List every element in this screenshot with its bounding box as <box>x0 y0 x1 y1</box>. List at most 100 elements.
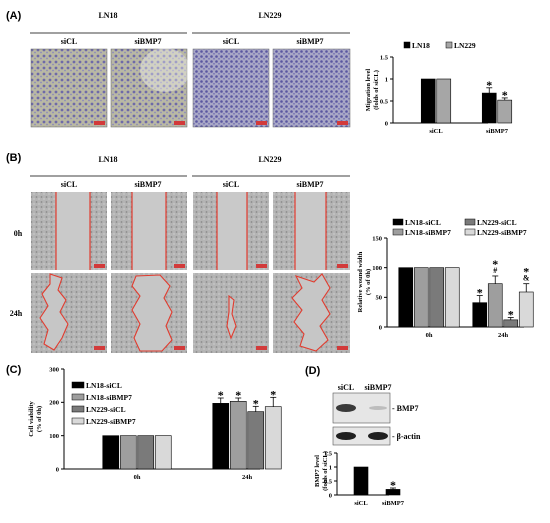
significance-marker: & <box>523 274 530 283</box>
y-tick-label: 0 <box>379 324 382 331</box>
legend-swatch <box>71 405 85 413</box>
x-tick-label: siCL <box>354 500 368 507</box>
significance-marker: * <box>270 387 276 401</box>
bar <box>212 403 230 470</box>
legend-label: LN229-siBMP7 <box>86 417 136 426</box>
chart-migration-level: 0 0.5 1 1.5 Migration level(folds of siCL) si… <box>365 41 513 135</box>
y-axis-label-line2: (folds of siCL) <box>322 451 329 491</box>
legend-label: LN18-siBMP7 <box>86 393 132 402</box>
significance-marker: * <box>523 265 529 279</box>
panel-letter-c: (C) <box>6 364 22 376</box>
x-tick-label: siBMP7 <box>382 500 405 507</box>
x-tick-label: 24h <box>242 474 253 481</box>
micrograph-a-ln18-sicl <box>30 48 108 128</box>
chart-relative-wound-width: 0 50 100 150 Relative wound width(% of 0h) 0h… <box>357 218 534 339</box>
micrograph-a-ln229-sicl <box>192 48 270 128</box>
bar <box>137 435 155 470</box>
significance-marker: * <box>235 388 241 402</box>
y-axis-label: Migration level(folds of siCL) <box>365 69 380 112</box>
panel-a-micrographs <box>30 48 351 128</box>
legend-swatch <box>392 218 404 226</box>
legend-swatch <box>464 228 476 236</box>
bar <box>497 99 513 124</box>
significance-marker: * <box>390 478 396 492</box>
blot-header-sibmp7: siBMP7 <box>364 383 391 392</box>
significance-marker: * <box>492 257 498 271</box>
significance-marker: * <box>502 88 508 102</box>
y-axis-label: Cell viability(% of 0h) <box>28 400 43 436</box>
panel-b-header-sicl-2: siCL <box>223 180 239 189</box>
bar <box>487 283 503 328</box>
y-axis-label-line1: Cell viability <box>28 400 35 436</box>
blot-label-actin: - β-actin <box>392 432 421 441</box>
micrograph-b-24h-ln18-sicl <box>31 273 107 353</box>
blot-label-bmp7: - BMP7 <box>392 404 418 413</box>
bar <box>247 411 265 470</box>
legend-label: LN229-siCL <box>86 405 126 414</box>
y-axis-label-line1: Relative wound width <box>357 251 364 312</box>
panel-b-header-sicl-1: siCL <box>61 180 77 189</box>
panel-letter-a: (A) <box>6 10 22 22</box>
panel-b-micrographs <box>31 192 350 353</box>
y-axis-label-line2: (% of 0h) <box>365 269 372 295</box>
panel-d-blot: siCL siBMP7 - BMP7 - β-actin <box>332 383 421 446</box>
panel-b-header-ln18: LN18 <box>98 155 117 164</box>
y-tick-label: 0.5 <box>380 98 389 105</box>
legend-label: LN229 <box>454 41 476 50</box>
micrograph-a-ln229-sibmp7 <box>272 48 351 128</box>
bar <box>429 267 445 328</box>
y-axis-label: BMP7 level(folds of siCL) <box>314 451 329 491</box>
x-tick-label: 24h <box>498 332 509 339</box>
panel-b-header-ln229: LN229 <box>258 155 281 164</box>
bar <box>398 267 414 328</box>
legend-swatch <box>445 41 453 49</box>
y-axis-label-line2: (folds of siCL) <box>373 70 380 110</box>
panel-b-row-0h: 0h <box>14 229 23 238</box>
panel-a-header-sicl-2: siCL <box>223 37 239 46</box>
bar <box>481 92 497 124</box>
bar <box>444 267 460 328</box>
legend-swatch <box>403 41 411 49</box>
bar <box>413 267 429 328</box>
y-tick-label: 0 <box>329 492 332 499</box>
bar <box>420 78 436 124</box>
bar <box>229 401 247 470</box>
x-tick-label: siCL <box>429 128 443 135</box>
panel-b-header-sibmp7-2: siBMP7 <box>296 180 323 189</box>
bar <box>102 435 120 470</box>
y-tick-label: 0.5 <box>324 478 333 485</box>
legend-label: LN18-siCL <box>405 218 441 227</box>
legend-swatch <box>71 381 85 389</box>
y-axis-label-line1: BMP7 level <box>314 455 321 487</box>
y-tick-label: 1 <box>329 464 332 471</box>
significance-marker: # <box>493 266 497 275</box>
chart-cell-viability: 0 100 200 300 Cell viability(% of 0h) 0h 24h * *… <box>28 366 282 481</box>
y-tick-label: 1.5 <box>324 450 333 457</box>
panel-letter-b: (B) <box>6 152 22 164</box>
panel-a-header-ln229: LN229 <box>258 11 281 20</box>
panel-b-header-sibmp7-1: siBMP7 <box>134 180 161 189</box>
y-tick-label: 1 <box>385 76 388 83</box>
y-tick-label: 100 <box>372 265 382 272</box>
significance-marker: * <box>218 388 224 402</box>
significance-marker: * <box>477 286 483 300</box>
x-tick-label: 0h <box>426 332 433 339</box>
panel-letter-d: (D) <box>305 365 321 377</box>
y-tick-label: 0 <box>385 120 388 127</box>
blot-actin <box>332 426 391 446</box>
significance-marker: * <box>508 308 514 322</box>
panel-a-headers: LN18 LN229 siCL siBMP7 siCL siBMP7 <box>30 11 350 46</box>
legend-label: LN18 <box>412 41 430 50</box>
bar <box>472 302 488 328</box>
panel-b-row-24h: 24h <box>10 309 23 318</box>
legend-swatch <box>71 417 85 425</box>
y-tick-label: 300 <box>49 366 59 373</box>
legend-label: LN229-siBMP7 <box>477 228 527 237</box>
significance-marker: * <box>486 78 492 92</box>
panel-a-header-sicl-1: siCL <box>61 37 77 46</box>
y-axis-label-line2: (% of 0h) <box>36 406 43 432</box>
bar <box>436 78 452 124</box>
panel-a-header-ln18: LN18 <box>98 11 117 20</box>
